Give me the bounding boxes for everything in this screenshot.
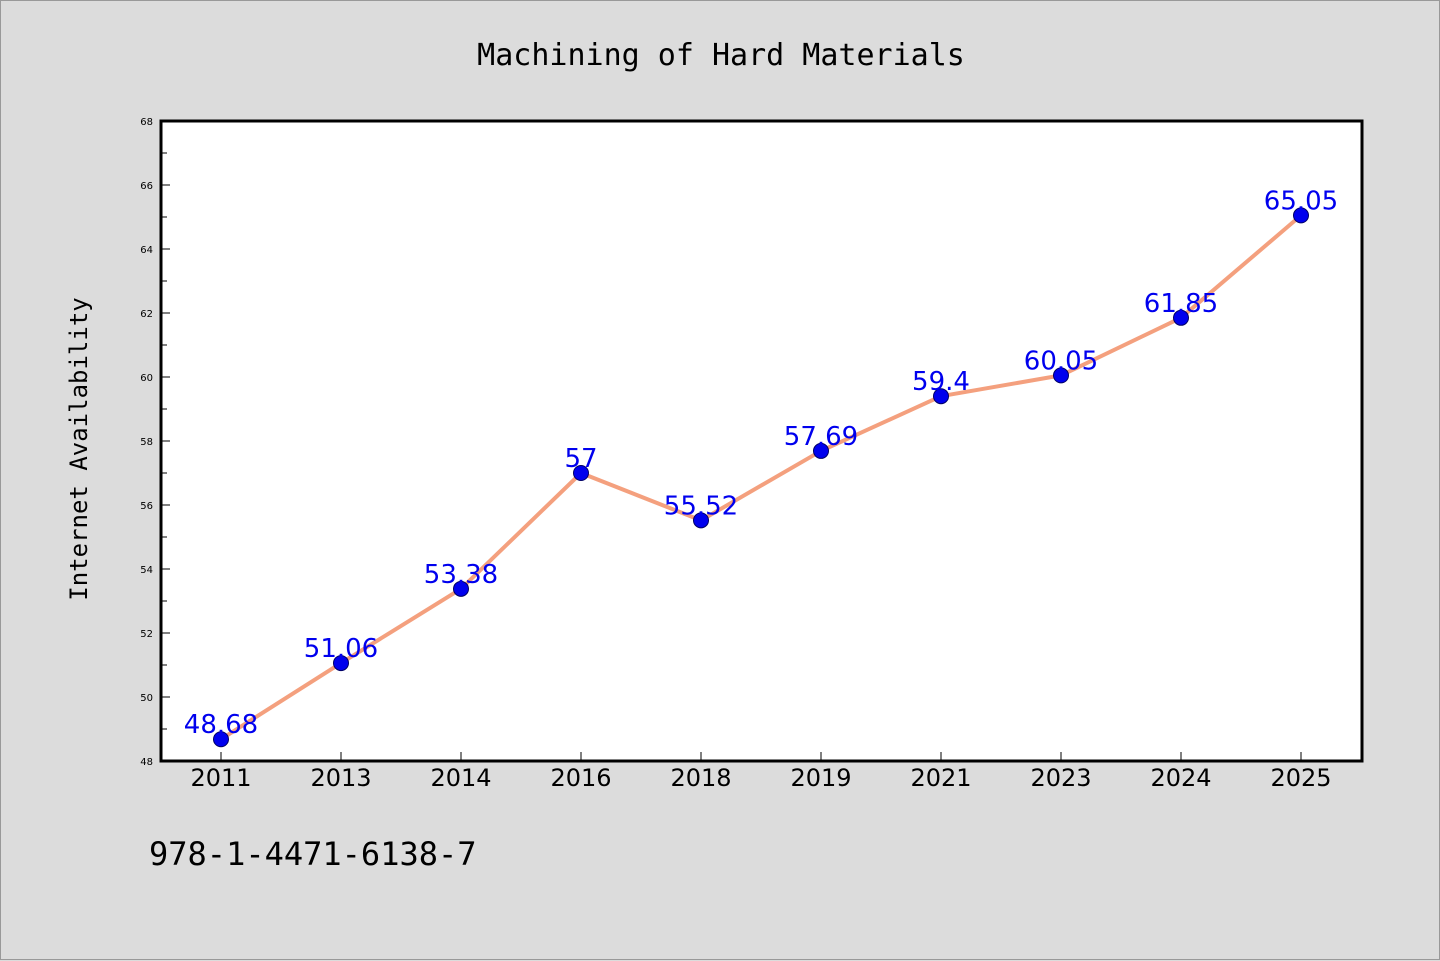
- data-label: 57: [564, 444, 597, 474]
- x-tick-label: 2018: [670, 764, 731, 792]
- data-point: [573, 465, 589, 481]
- data-point: [1053, 367, 1069, 384]
- y-tick-label: 58: [140, 437, 153, 448]
- data-point: [1293, 207, 1309, 224]
- data-label: 60.05: [1024, 346, 1098, 376]
- data-label-layer: 48.68 51.06 53.38 57 55.52 57.69 59.4 60.05 61.8…: [184, 186, 1338, 740]
- data-label: 59.4: [912, 367, 970, 397]
- x-tick-label: 2021: [910, 764, 971, 792]
- series-layer: [213, 207, 1309, 748]
- y-tick-label: 66: [140, 181, 153, 192]
- data-point: [813, 442, 829, 459]
- x-tick-label: 2023: [1030, 764, 1091, 792]
- x-tick-label: 2013: [310, 764, 371, 792]
- data-label: 57.69: [784, 422, 858, 452]
- x-tick-label: 2011: [190, 764, 251, 792]
- y-tick-label: 62: [140, 309, 153, 320]
- data-point: [1173, 309, 1189, 326]
- data-point: [333, 655, 349, 672]
- chart-title: Machining of Hard Materials: [477, 38, 965, 73]
- x-tick-label: 2025: [1270, 764, 1331, 792]
- data-point: [453, 580, 469, 597]
- y-tick-label: 60: [140, 373, 153, 384]
- y-tick-label: 68: [140, 117, 153, 128]
- y-tick-label: 52: [140, 629, 153, 640]
- data-point: [213, 731, 229, 748]
- data-point: [933, 388, 949, 405]
- y-tick-label: 54: [140, 565, 153, 576]
- data-label: 55.52: [664, 491, 738, 521]
- data-label: 51.06: [304, 634, 378, 664]
- series-line: [219, 213, 1303, 742]
- x-tick-label: 2016: [550, 764, 611, 792]
- x-tick-label: 2019: [790, 764, 851, 792]
- isbn-text: 978-1-4471-6138-7: [149, 835, 477, 873]
- data-label: 48.68: [184, 710, 258, 740]
- plot-area: [159, 119, 1364, 763]
- x-tick-label: 2014: [430, 764, 491, 792]
- data-point: [693, 512, 709, 529]
- data-label: 61.85: [1144, 289, 1218, 319]
- data-label: 53.38: [424, 560, 498, 590]
- x-axis-ticks: 2011 2013 2014 2016 2018 2019 2021 2023 2024 2025: [190, 752, 1332, 792]
- y-tick-label: 56: [140, 501, 153, 512]
- data-label: 65.05: [1264, 186, 1338, 216]
- y-tick-label: 48: [140, 757, 153, 768]
- y-axis-label: Internet Availability: [65, 297, 93, 600]
- x-tick-label: 2024: [1150, 764, 1211, 792]
- y-tick-label: 64: [140, 245, 153, 256]
- y-tick-label: 50: [140, 693, 153, 704]
- y-axis-ticks: 48 50 52 54 56 58 60 62 64 66 68: [140, 117, 170, 768]
